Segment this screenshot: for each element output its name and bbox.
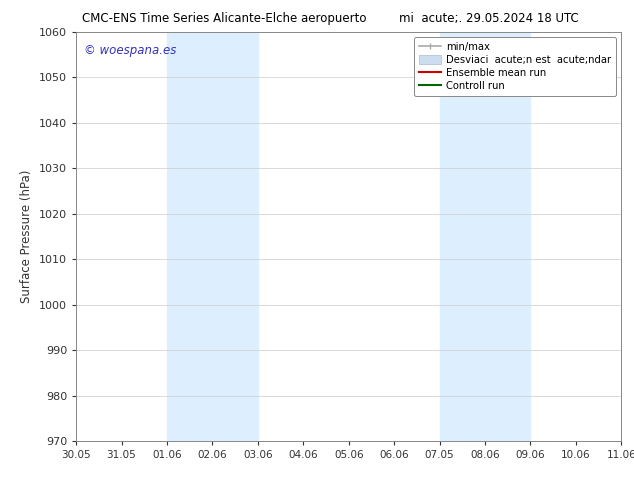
Bar <box>167 32 258 441</box>
Text: © woespana.es: © woespana.es <box>84 44 177 57</box>
Text: mi  acute;. 29.05.2024 18 UTC: mi acute;. 29.05.2024 18 UTC <box>399 12 579 25</box>
Bar <box>439 32 531 441</box>
Legend: min/max, Desviaci  acute;n est  acute;ndar, Ensemble mean run, Controll run: min/max, Desviaci acute;n est acute;ndar… <box>414 37 616 96</box>
Text: CMC-ENS Time Series Alicante-Elche aeropuerto: CMC-ENS Time Series Alicante-Elche aerop… <box>82 12 367 25</box>
Y-axis label: Surface Pressure (hPa): Surface Pressure (hPa) <box>20 170 34 303</box>
